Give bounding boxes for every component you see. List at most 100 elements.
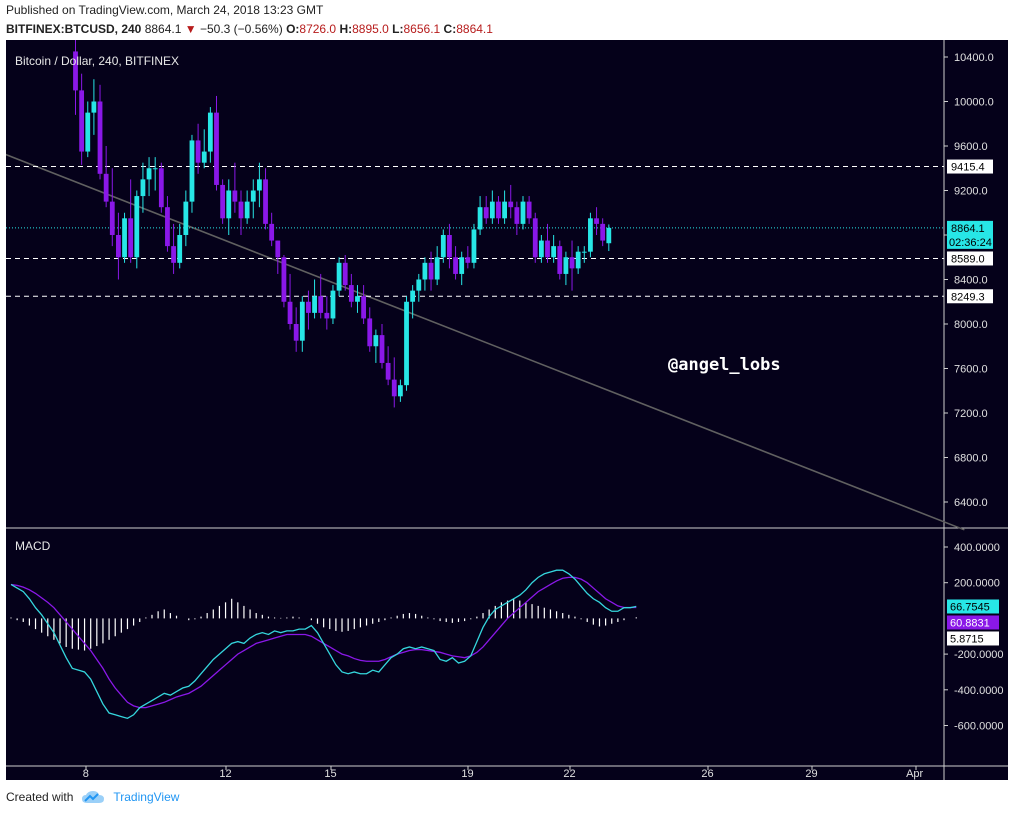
candle — [226, 179, 232, 235]
candle — [85, 101, 91, 158]
price-tick-label: 7600.0 — [954, 364, 988, 376]
down-arrow-icon: ▼ — [184, 22, 197, 36]
trend-line — [6, 153, 965, 531]
candle-body — [79, 90, 85, 152]
candle — [391, 357, 397, 408]
candle — [152, 157, 158, 191]
time-tick-label: Apr — [906, 768, 923, 780]
candle-body — [263, 179, 268, 224]
candle — [434, 246, 440, 286]
candle-body — [434, 257, 440, 280]
candle — [306, 290, 311, 330]
candle — [263, 168, 268, 230]
candle-body — [520, 201, 526, 224]
macd-line — [10, 569, 637, 720]
candle-body — [477, 207, 483, 230]
level-label-bg — [947, 159, 993, 174]
candle-body — [483, 207, 489, 219]
candle-body — [416, 279, 422, 291]
candle — [459, 251, 465, 286]
candle-body — [526, 201, 532, 219]
candle-body — [496, 201, 501, 219]
candle — [588, 212, 593, 258]
histogram-current-label: 5.8715 — [947, 631, 999, 646]
candle-body — [373, 335, 379, 347]
candle-body — [177, 235, 183, 263]
candle — [287, 273, 293, 330]
candle-body — [250, 190, 256, 202]
candle — [514, 201, 520, 235]
watermark: @angel_lobs — [668, 355, 781, 375]
macd-tick-label: -600.0000 — [954, 721, 1004, 733]
candle — [471, 223, 477, 269]
chart-area[interactable]: 10400.010000.09600.09200.08800.08400.080… — [6, 40, 1008, 780]
open-label: O: — [286, 22, 300, 36]
candle — [232, 162, 238, 213]
candle-body — [447, 235, 452, 258]
candle-body — [122, 218, 127, 258]
candle — [299, 296, 305, 352]
candle — [355, 285, 360, 313]
candle-body — [158, 168, 164, 208]
candle-body — [361, 296, 367, 319]
candle-body — [367, 318, 373, 347]
open-value: 8726.0 — [299, 22, 337, 36]
candle — [557, 240, 563, 280]
last-price-label: 8864.1 — [951, 223, 985, 235]
candle-body — [342, 262, 348, 286]
candle — [465, 246, 471, 269]
candle-body — [422, 262, 428, 280]
candle-body — [165, 207, 170, 247]
candle — [538, 235, 544, 263]
candle-body — [428, 262, 434, 280]
candle-body — [600, 223, 606, 241]
published-line: Published on TradingView.com, March 24, … — [6, 3, 324, 17]
candle — [103, 146, 109, 208]
candle-body — [91, 101, 97, 113]
candle — [428, 251, 434, 291]
time-tick-label: 12 — [219, 768, 231, 780]
symbol: BITFINEX:BTCUSD, 240 — [6, 22, 142, 36]
candle — [532, 212, 538, 263]
time-tick-label: 29 — [805, 768, 817, 780]
candle-body — [471, 229, 477, 263]
candle — [324, 296, 330, 330]
candle — [293, 307, 299, 352]
candle-body — [391, 379, 397, 397]
price-tick-label: 6400.0 — [954, 497, 988, 509]
candle — [250, 179, 256, 219]
candle — [404, 296, 409, 391]
candle — [606, 224, 612, 252]
candle — [422, 257, 428, 291]
candle-body — [220, 184, 226, 219]
tradingview-brand[interactable]: TradingView — [113, 790, 180, 804]
candle — [453, 246, 458, 280]
candle-body — [128, 218, 134, 258]
candle-body — [195, 140, 201, 163]
macd-title: MACD — [15, 539, 51, 553]
candle — [312, 279, 317, 319]
candle-body — [152, 168, 158, 170]
candle — [410, 285, 416, 319]
low-value: 8656.1 — [403, 22, 441, 36]
high-label: H: — [339, 22, 353, 36]
candle — [201, 129, 207, 169]
candle-body — [502, 201, 507, 219]
candle — [275, 240, 281, 274]
candle-body — [103, 173, 109, 202]
candle — [140, 162, 146, 213]
candle — [97, 84, 103, 180]
plot-background — [6, 40, 944, 767]
level-label-bg — [947, 289, 993, 304]
candle — [244, 190, 250, 224]
candle — [257, 162, 262, 208]
change: −50.3 (−0.56%) — [199, 22, 283, 36]
candle — [73, 40, 78, 115]
candle — [348, 273, 354, 308]
candle-body — [116, 235, 121, 258]
candle-body — [146, 168, 152, 180]
level-label-text: 9415.4 — [951, 162, 985, 174]
candle — [581, 246, 587, 263]
candle — [367, 307, 373, 352]
candle — [379, 324, 385, 369]
